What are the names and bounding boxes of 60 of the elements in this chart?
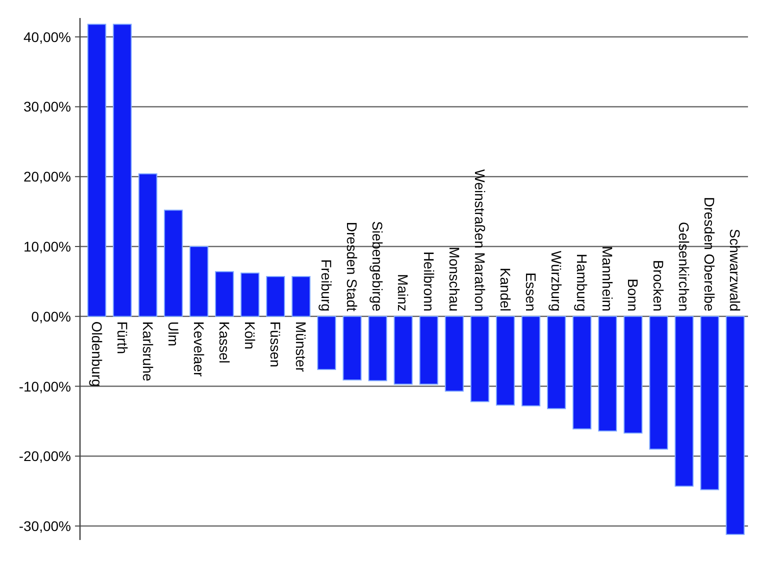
- y-tick-label: -30,00%: [18, 518, 71, 534]
- bar: [317, 316, 336, 370]
- bar: [112, 24, 132, 317]
- y-tick-label: 40,00%: [24, 28, 71, 45]
- x-tick-label: Monschau: [446, 246, 462, 312]
- bar: [521, 316, 540, 406]
- bar: [138, 173, 158, 317]
- x-tick-label: Dresden Stadt: [344, 222, 360, 312]
- x-tick-label: Schwarzwald: [727, 228, 744, 312]
- x-tick-label: Weinstraßen Marathon: [472, 169, 488, 312]
- x-tick-label: Fürth: [114, 321, 130, 354]
- bar: [292, 276, 311, 317]
- bar: [189, 246, 208, 317]
- bar: [572, 316, 592, 430]
- bar: [164, 210, 183, 317]
- x-tick-label: Kandel: [497, 268, 514, 312]
- bar: [726, 316, 745, 535]
- x-tick-label: Füssen: [268, 321, 284, 368]
- bar: [215, 271, 234, 317]
- x-tick-label: Münster: [293, 321, 310, 372]
- x-tick-label: Essen: [522, 272, 539, 312]
- x-tick-label: Mainz: [395, 274, 412, 312]
- x-tick-label: Dresden Oberelbe: [702, 196, 718, 312]
- x-tick-label: Karlsruhe: [140, 321, 156, 382]
- bar: [240, 272, 260, 317]
- x-tick-label: Bonn: [625, 278, 642, 312]
- bar: [419, 316, 438, 385]
- bar: [368, 316, 388, 382]
- bar: [700, 316, 720, 490]
- x-tick-label: Kassel: [216, 321, 232, 364]
- x-tick-label: Ulm: [165, 321, 182, 346]
- x-tick-label: Oldenburg: [88, 321, 105, 387]
- x-tick-label: Hamburg: [574, 254, 590, 312]
- y-tick-label: 10,00%: [24, 238, 71, 255]
- bar: [266, 276, 285, 317]
- y-tick-label: 20,00%: [24, 168, 71, 185]
- bar: [87, 24, 106, 317]
- bar: [674, 316, 694, 487]
- bar: [394, 316, 413, 385]
- x-tick-label: Brocken: [650, 260, 667, 312]
- x-tick-label: Freiburg: [318, 259, 335, 312]
- y-tick-label: 0,00%: [31, 308, 71, 324]
- x-tick-label: Mannheim: [600, 246, 616, 312]
- bar: [624, 316, 643, 434]
- bar: [547, 316, 566, 410]
- y-tick-label: 30,00%: [24, 98, 71, 115]
- x-tick-label: Gelsenkirchen: [676, 222, 692, 312]
- bar: [649, 316, 668, 450]
- x-tick-label: Köln: [242, 321, 258, 350]
- bar: [496, 316, 515, 406]
- x-tick-label: Würzburg: [548, 250, 564, 312]
- x-tick-label: Kevelaer: [190, 321, 207, 377]
- bar: [444, 316, 464, 392]
- bar: [470, 316, 490, 402]
- y-tick-label: -20,00%: [18, 448, 71, 464]
- bar: [342, 316, 362, 380]
- x-tick-label: Heilbronn: [420, 251, 437, 312]
- bar: [598, 316, 617, 432]
- x-tick-label: Siebengebirge: [370, 221, 386, 312]
- y-tick-label: -10,00%: [18, 378, 71, 394]
